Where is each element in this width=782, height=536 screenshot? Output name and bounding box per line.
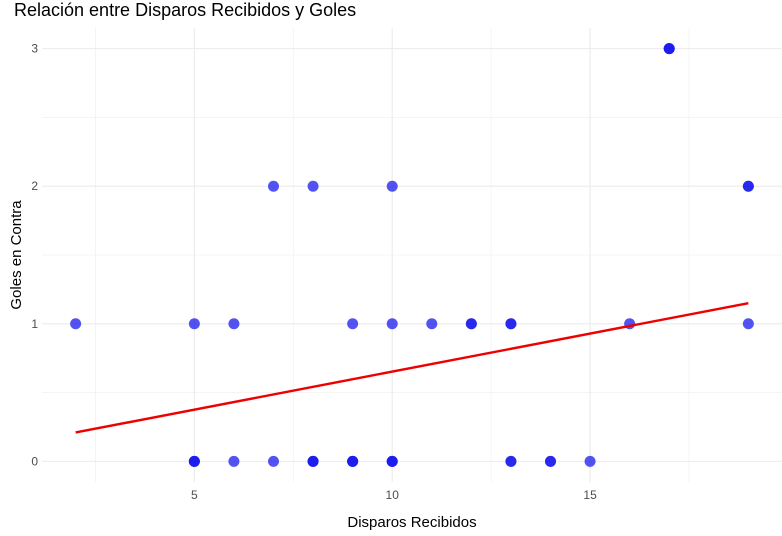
data-point	[307, 180, 319, 192]
data-point	[188, 318, 200, 330]
data-point	[267, 455, 279, 467]
data-point	[505, 455, 517, 467]
y-tick-labels: 0 1 2 3	[31, 42, 38, 469]
data-point	[70, 318, 82, 330]
x-tick-label: 5	[191, 488, 198, 502]
data-point	[386, 318, 398, 330]
data-point	[742, 318, 754, 330]
data-point	[505, 318, 517, 330]
data-point	[386, 455, 398, 467]
data-point	[228, 455, 240, 467]
data-point	[545, 455, 557, 467]
trend-line-group	[75, 301, 749, 434]
data-point	[465, 318, 477, 330]
x-tick-label: 10	[386, 488, 400, 502]
minor-gridlines	[42, 28, 782, 482]
data-point	[267, 180, 279, 192]
data-point	[188, 455, 200, 467]
x-axis-title: Disparos Recibidos	[347, 514, 476, 531]
data-point	[347, 318, 359, 330]
y-tick-label: 2	[31, 179, 38, 193]
data-point	[426, 318, 438, 330]
y-tick-label: 1	[31, 317, 38, 331]
data-points	[70, 43, 754, 467]
y-axis-title: Goles en Contra	[8, 200, 25, 310]
data-point	[386, 180, 398, 192]
data-point	[307, 455, 319, 467]
data-point	[347, 455, 359, 467]
data-point	[584, 455, 596, 467]
y-tick-label: 3	[31, 42, 38, 56]
y-tick-label: 0	[31, 454, 38, 468]
trend-line	[75, 301, 749, 434]
x-tick-labels: 5 10 15	[191, 488, 597, 502]
major-gridlines	[42, 28, 782, 482]
x-tick-label: 15	[583, 488, 597, 502]
data-point	[742, 180, 754, 192]
data-point	[663, 43, 675, 55]
chart-title: Relación entre Disparos Recibidos y Gole…	[14, 0, 356, 20]
data-point	[228, 318, 240, 330]
